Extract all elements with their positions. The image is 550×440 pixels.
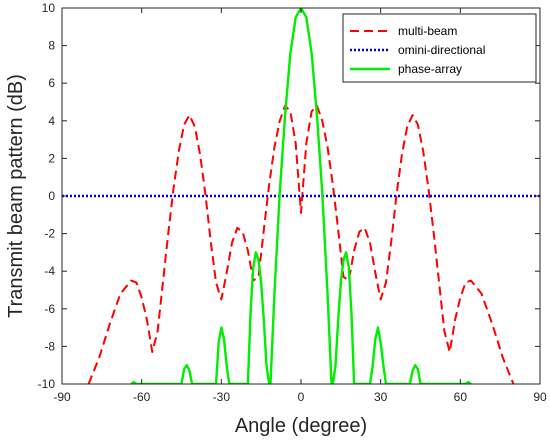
ticks-layer: -90 -60 -30 0 30 60 90 -10 -8 -6 -4 -2 0 2 4 6 8 10 — [38, 1, 547, 404]
series-layer — [62, 8, 540, 384]
y-tick-label: 10 — [42, 1, 56, 15]
legend-label-phase-array: phase-array — [398, 62, 462, 76]
x-tick-label: -30 — [213, 390, 231, 404]
y-tick-label: 0 — [48, 189, 55, 203]
x-tick-label: 60 — [454, 390, 468, 404]
y-tick-label: 4 — [48, 114, 55, 128]
y-tick-label: -4 — [44, 264, 55, 278]
y-tick-label: -8 — [44, 339, 55, 353]
y-tick-label: -2 — [44, 227, 55, 241]
legend-box — [342, 13, 537, 83]
x-tick-label: 30 — [374, 390, 388, 404]
x-tick-label: -60 — [133, 390, 151, 404]
y-axis-label: Transmit beam pattern (dB) — [5, 74, 27, 318]
x-tick-label: 0 — [298, 390, 305, 404]
legend-label-omini-directional: omini-directional — [398, 43, 485, 57]
series-line-multi-beam — [87, 104, 515, 384]
y-tick-label: 6 — [48, 76, 55, 90]
x-tick-label: 90 — [533, 390, 547, 404]
y-tick-label: 2 — [48, 151, 55, 165]
x-axis-label: Angle (degree) — [235, 415, 367, 437]
x-tick-label: -90 — [53, 390, 71, 404]
y-tick-label: -10 — [38, 377, 56, 391]
legend: multi-beam omini-directional phase-array — [342, 13, 537, 83]
legend-label-multi-beam: multi-beam — [398, 24, 457, 38]
series-line-phase-array — [130, 8, 472, 384]
y-tick-label: 8 — [48, 39, 55, 53]
y-tick-label: -6 — [44, 302, 55, 316]
